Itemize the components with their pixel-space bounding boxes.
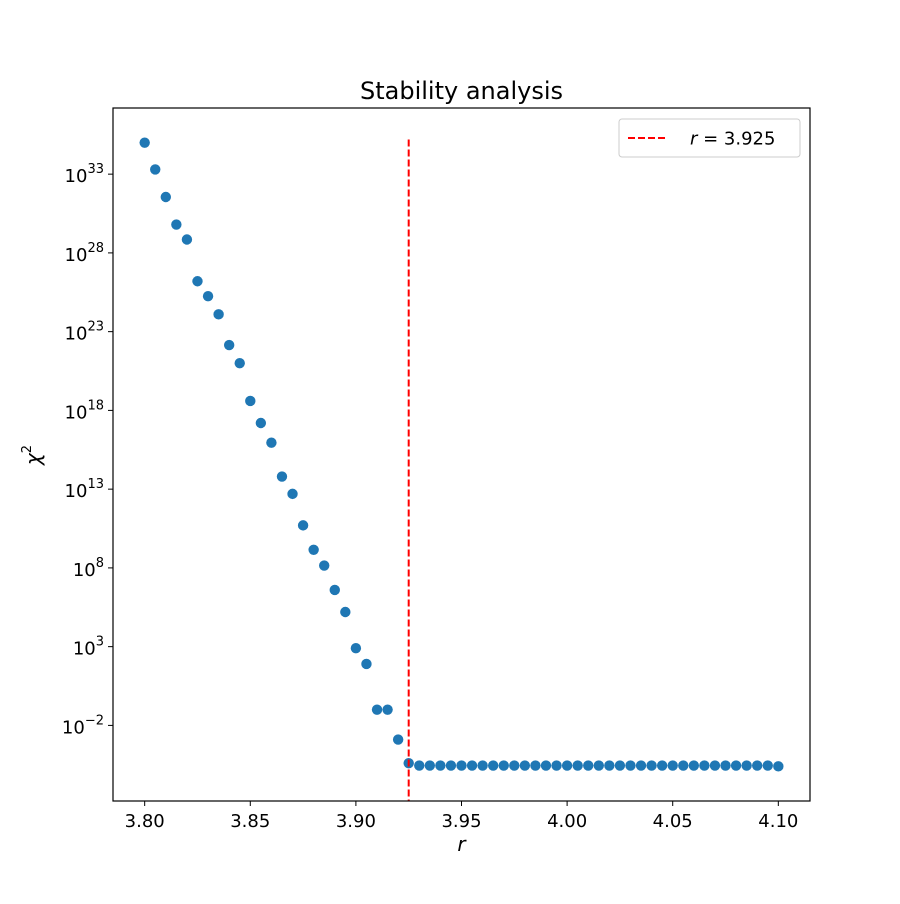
data-point	[361, 658, 372, 670]
data-point	[287, 488, 298, 500]
data-point	[730, 760, 742, 771]
x-tick-label: 4.10	[758, 811, 798, 832]
data-point	[181, 234, 193, 245]
data-point	[646, 760, 657, 771]
data-point	[498, 760, 509, 771]
data-point	[435, 760, 446, 771]
y-axis-label: χ2	[20, 445, 45, 466]
x-axis-label: r	[457, 832, 467, 856]
data-point	[551, 760, 562, 771]
data-point	[213, 309, 224, 320]
data-point	[392, 734, 404, 745]
y-axis-label-symbol: χ	[21, 452, 45, 466]
data-point	[625, 760, 636, 771]
data-point	[445, 760, 457, 771]
data-point	[688, 760, 700, 771]
data-point	[487, 760, 499, 771]
y-tick-label: 1018	[65, 398, 104, 423]
legend: r = 3.925	[618, 118, 801, 158]
legend-label-value: = 3.925	[697, 129, 775, 150]
data-point	[202, 291, 214, 302]
data-point	[223, 339, 235, 351]
x-tick-label: 4.05	[653, 811, 693, 832]
data-point	[139, 137, 150, 148]
x-tick-label: 3.95	[441, 811, 481, 832]
data-point	[593, 760, 604, 771]
plot-layer	[139, 137, 784, 801]
data-point	[329, 584, 340, 596]
data-point	[572, 760, 583, 771]
y-tick-label: 103	[73, 635, 104, 660]
data-point	[150, 164, 161, 175]
data-point	[160, 191, 171, 203]
data-point	[414, 760, 425, 771]
data-point	[583, 760, 594, 771]
y-axis-ticks: 1033 1028 1023 1018 1013 108 103 10−2	[62, 162, 113, 738]
data-point	[656, 760, 668, 771]
chart-title: Stability analysis	[360, 77, 563, 105]
data-point	[752, 760, 763, 771]
data-point	[614, 760, 626, 771]
x-tick-label: 3.80	[125, 811, 165, 832]
y-tick-label: 1028	[65, 241, 104, 266]
y-axis-label-group: χ2	[20, 445, 45, 466]
data-point	[540, 760, 552, 771]
data-point	[350, 643, 362, 654]
y-tick-label: 10−2	[62, 713, 104, 738]
x-tick-label: 3.85	[230, 811, 270, 832]
y-axis-label-superscript: 2	[20, 445, 35, 453]
data-point	[192, 276, 203, 287]
data-point	[530, 760, 541, 771]
data-point	[297, 520, 309, 531]
data-point	[319, 560, 330, 571]
data-point	[456, 760, 467, 771]
y-tick-label: 1013	[65, 477, 104, 502]
data-point	[266, 437, 277, 448]
x-tick-label: 3.90	[336, 811, 376, 832]
data-point	[477, 760, 488, 771]
data-point	[245, 395, 256, 407]
data-point	[762, 760, 773, 771]
x-axis-ticks: 3.80 3.85 3.90 3.95 4.00 4.05 4.10	[125, 801, 798, 832]
data-point	[371, 704, 383, 715]
data-point	[519, 760, 531, 771]
y-tick-label: 1033	[65, 162, 104, 187]
data-point	[773, 761, 784, 772]
data-point	[234, 357, 245, 369]
legend-label-symbol: r	[690, 129, 699, 150]
data-point	[678, 760, 689, 771]
data-point	[667, 760, 678, 771]
y-tick-label: 1023	[65, 320, 104, 345]
data-point	[709, 760, 721, 771]
data-point	[604, 760, 615, 771]
data-point	[255, 417, 267, 429]
legend-box	[618, 118, 801, 158]
data-point	[466, 760, 478, 771]
data-point	[276, 471, 288, 482]
data-point	[509, 760, 520, 771]
data-point	[561, 760, 573, 771]
x-tick-label: 4.00	[547, 811, 587, 832]
data-point	[635, 760, 647, 771]
data-point	[171, 219, 182, 230]
data-point	[308, 544, 319, 555]
data-point	[699, 760, 710, 771]
data-point	[382, 704, 393, 715]
data-point	[741, 760, 752, 771]
y-tick-label: 108	[73, 556, 104, 581]
legend-label: r = 3.925	[690, 129, 775, 150]
data-point	[340, 606, 351, 618]
data-point	[424, 760, 436, 771]
data-point	[720, 760, 731, 771]
